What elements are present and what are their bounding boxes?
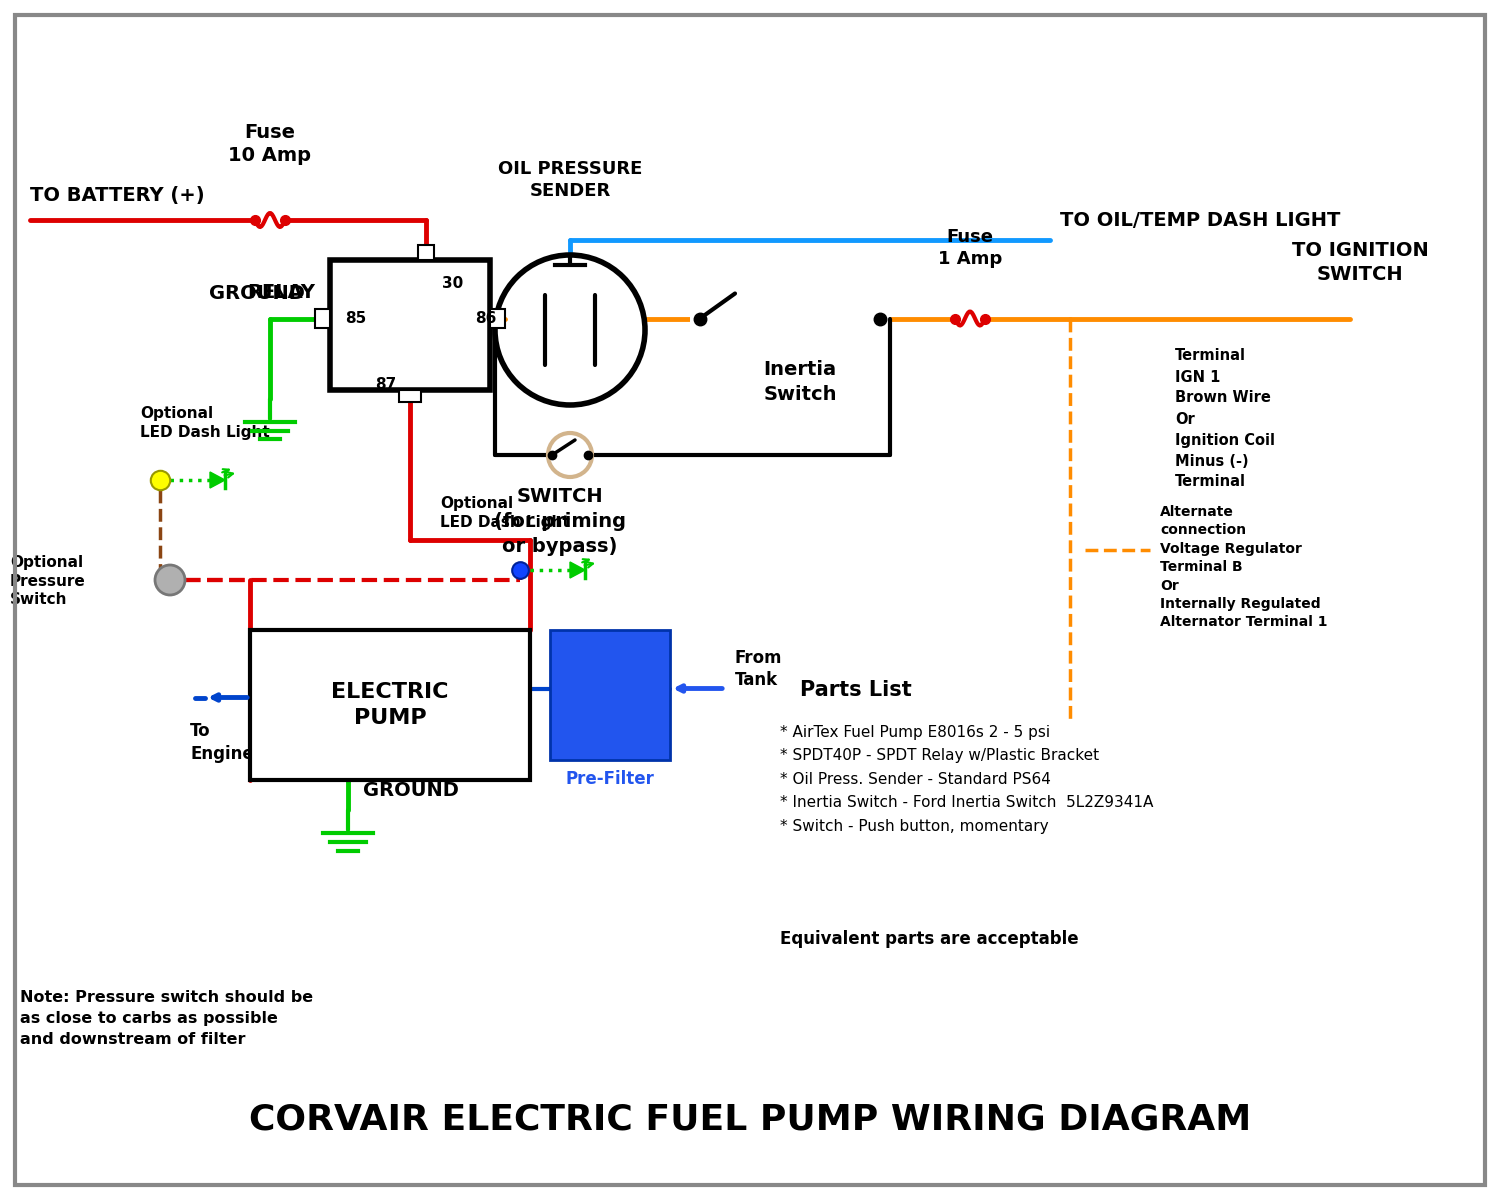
Text: To
Engine: To Engine	[190, 722, 254, 763]
Text: Pre-Filter: Pre-Filter	[566, 770, 654, 788]
Text: TO OIL/TEMP DASH LIGHT: TO OIL/TEMP DASH LIGHT	[1060, 211, 1341, 230]
Bar	[490, 310, 506, 328]
Text: 85: 85	[345, 311, 366, 326]
Text: Equivalent parts are acceptable: Equivalent parts are acceptable	[780, 930, 1078, 948]
Text: Optional
LED Dash Light: Optional LED Dash Light	[140, 407, 270, 440]
Text: Optional
LED Dash Light: Optional LED Dash Light	[440, 497, 570, 530]
Text: Parts List: Parts List	[800, 680, 912, 700]
Text: 87: 87	[375, 377, 396, 392]
Bar	[550, 630, 670, 760]
Text: Inertia
Switch: Inertia Switch	[764, 360, 837, 404]
Text: SWITCH
(for priming
or bypass): SWITCH (for priming or bypass)	[494, 487, 626, 556]
Text: Optional
Pressure
Switch: Optional Pressure Switch	[10, 554, 86, 607]
Polygon shape	[570, 562, 585, 578]
Bar	[251, 630, 530, 780]
Text: CORVAIR ELECTRIC FUEL PUMP WIRING DIAGRAM: CORVAIR ELECTRIC FUEL PUMP WIRING DIAGRA…	[249, 1103, 1251, 1138]
Circle shape	[154, 565, 184, 595]
Text: RELAY: RELAY	[248, 283, 315, 302]
Text: * AirTex Fuel Pump E8016s 2 - 5 psi
* SPDT40P - SPDT Relay w/Plastic Bracket
* O: * AirTex Fuel Pump E8016s 2 - 5 psi * SP…	[780, 725, 1154, 834]
Text: 30: 30	[442, 276, 464, 290]
Bar	[315, 310, 330, 328]
Bar	[330, 260, 490, 390]
Text: Fuse
1 Amp: Fuse 1 Amp	[938, 228, 1002, 269]
Text: Note: Pressure switch should be
as close to carbs as possible
and downstream of : Note: Pressure switch should be as close…	[20, 990, 313, 1046]
Text: Fuse
10 Amp: Fuse 10 Amp	[228, 122, 312, 164]
Polygon shape	[210, 472, 225, 488]
Text: From
Tank: From Tank	[735, 649, 783, 689]
Text: ELECTRIC
PUMP: ELECTRIC PUMP	[332, 682, 448, 728]
Text: 86: 86	[476, 311, 496, 326]
Text: Alternate
connection
Voltage Regulator
Terminal B
Or
Internally Regulated
Altern: Alternate connection Voltage Regulator T…	[1160, 505, 1328, 629]
Text: OIL PRESSURE
SENDER: OIL PRESSURE SENDER	[498, 160, 642, 200]
Text: GROUND: GROUND	[363, 780, 459, 799]
Bar	[690, 250, 889, 470]
Text: TO IGNITION
SWITCH: TO IGNITION SWITCH	[1292, 241, 1428, 283]
Bar	[399, 390, 422, 402]
Text: GROUND: GROUND	[209, 284, 304, 302]
Text: TO BATTERY (+): TO BATTERY (+)	[30, 186, 204, 205]
Text: Terminal
IGN 1
Brown Wire
Or
Ignition Coil
Minus (-)
Terminal: Terminal IGN 1 Brown Wire Or Ignition Co…	[1174, 348, 1275, 490]
Bar	[419, 245, 434, 260]
